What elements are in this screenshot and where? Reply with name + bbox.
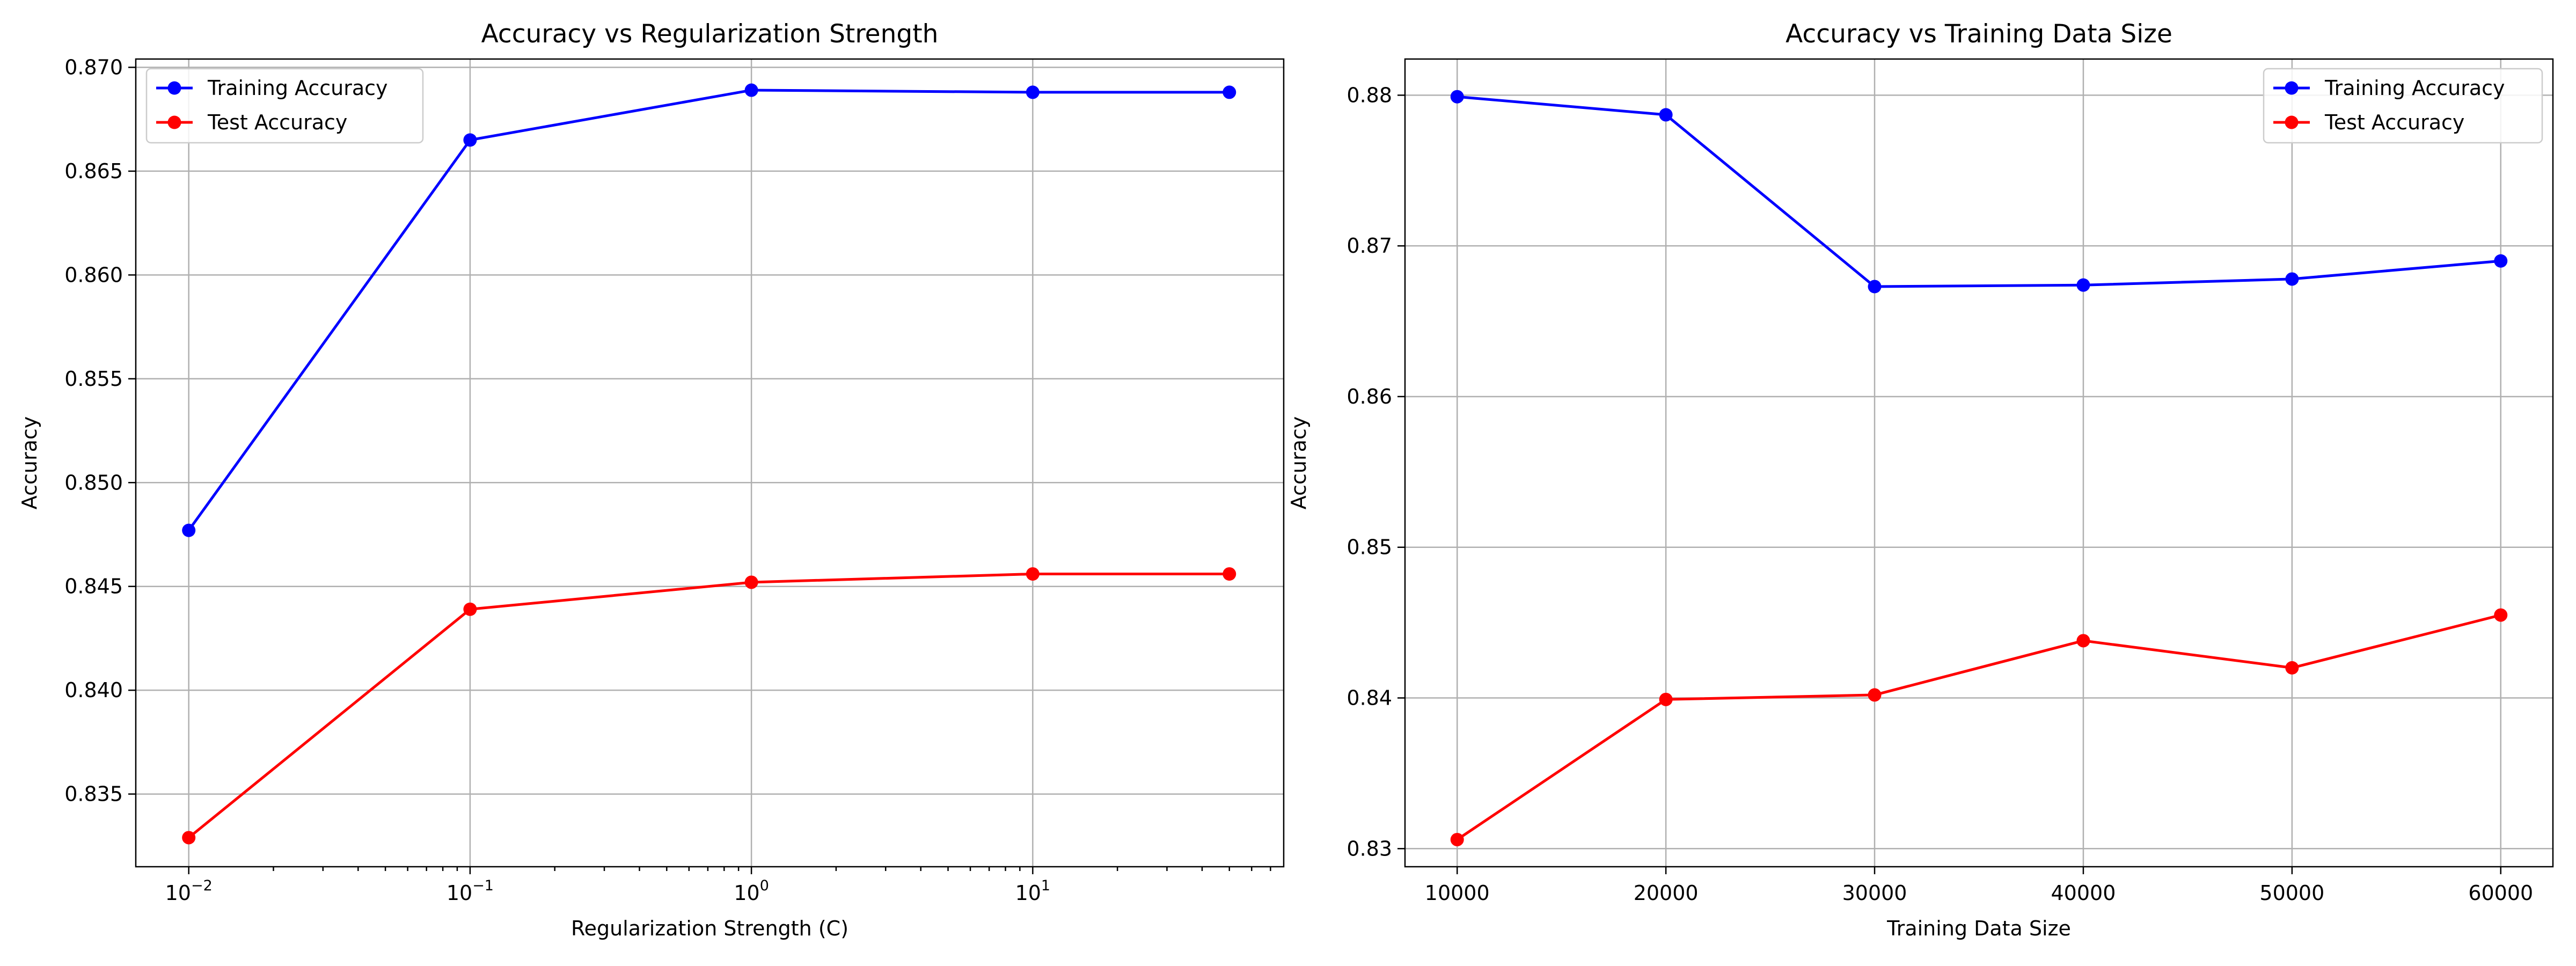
- plot-area: [1404, 58, 2554, 868]
- data-point: [2285, 661, 2299, 675]
- series-line-2: [188, 573, 1230, 839]
- x-tick-base: 10: [165, 881, 191, 905]
- y-tick-label: 0.870: [64, 55, 123, 79]
- y-tick-label: 0.835: [64, 782, 123, 806]
- data-point: [182, 831, 196, 845]
- legend-box: [2263, 68, 2543, 144]
- x-tick-label: 10000: [1425, 881, 1490, 905]
- x-tick-label: 101: [1015, 877, 1051, 905]
- y-tick-label: 0.850: [64, 471, 123, 494]
- chart-1: 10−2 10−1 100 1010.8350.8400.8450.8500.8550…: [18, 19, 1285, 940]
- x-tick-label: 50000: [2259, 881, 2324, 905]
- data-point: [1868, 688, 1882, 702]
- x-tick-base: 10: [447, 881, 472, 905]
- legend: Training Accuracy Test Accuracy: [145, 68, 424, 144]
- data-point: [2285, 272, 2299, 286]
- x-tick-exponent: 1: [1041, 877, 1050, 894]
- legend-swatch-marker: [167, 115, 181, 129]
- data-point: [1223, 567, 1236, 581]
- x-tick-exponent: −2: [191, 877, 213, 894]
- x-tick-exponent: −1: [472, 877, 494, 894]
- data-point: [744, 575, 758, 589]
- chart-2: 10000 20000 30000 40000 50000 60000 0.83 0.84 0.…: [1287, 19, 2554, 940]
- data-point: [1026, 85, 1040, 99]
- y-tick-label: 0.83: [1346, 837, 1392, 860]
- y-axis-label: Accuracy: [1287, 416, 1311, 510]
- legend-label: Test Accuracy: [2324, 111, 2464, 134]
- data-point: [463, 602, 477, 616]
- series-line-1: [1457, 95, 2501, 288]
- x-axis-label: Training Data Size: [1886, 917, 2071, 940]
- x-tick-label: 10−2: [165, 877, 213, 905]
- plot-area: [135, 58, 1285, 868]
- y-tick-label: 0.855: [64, 367, 123, 391]
- legend: Training Accuracy Test Accuracy: [2263, 68, 2543, 144]
- x-tick-label: 60000: [2468, 881, 2533, 905]
- legend-label: Training Accuracy: [207, 76, 388, 100]
- data-point: [1450, 832, 1464, 846]
- legend-label: Training Accuracy: [2324, 76, 2505, 100]
- y-axis-label: Accuracy: [18, 416, 41, 510]
- chart-title: Accuracy vs Regularization Strength: [481, 19, 939, 49]
- x-tick-label: 100: [734, 877, 769, 905]
- data-point: [744, 83, 758, 97]
- data-point: [2076, 634, 2090, 648]
- legend-box: [145, 68, 424, 144]
- data-point: [2494, 254, 2508, 268]
- data-point: [2494, 608, 2508, 622]
- y-tick-label: 0.84: [1346, 686, 1392, 710]
- y-tick-label: 0.88: [1346, 83, 1392, 107]
- series-line-1: [187, 89, 1230, 531]
- legend-swatch-marker: [2285, 115, 2299, 129]
- x-tick-base: 10: [734, 881, 759, 905]
- y-tick-label: 0.840: [64, 678, 123, 702]
- x-tick-base: 10: [1015, 881, 1041, 905]
- data-point: [1659, 692, 1673, 706]
- data-point: [1026, 567, 1040, 581]
- legend-swatch-marker: [167, 81, 181, 95]
- x-tick-label: 10−1: [447, 877, 494, 905]
- y-tick-label: 0.86: [1346, 385, 1392, 408]
- legend-swatch-marker: [2285, 81, 2299, 95]
- legend-label: Test Accuracy: [207, 111, 347, 134]
- data-point: [1659, 108, 1673, 122]
- y-tick-label: 0.87: [1346, 234, 1392, 258]
- chart-title: Accuracy vs Training Data Size: [1785, 19, 2172, 49]
- y-tick-label: 0.85: [1346, 536, 1392, 559]
- data-point: [2076, 278, 2090, 292]
- data-point: [1868, 280, 1882, 294]
- y-tick-label: 0.865: [64, 159, 123, 183]
- data-point: [1450, 90, 1464, 104]
- data-point: [182, 523, 196, 537]
- data-point: [1223, 85, 1236, 99]
- data-point: [463, 133, 477, 147]
- x-tick-label: 30000: [1842, 881, 1907, 905]
- x-tick-label: 40000: [2051, 881, 2116, 905]
- y-tick-label: 0.860: [64, 263, 123, 287]
- y-tick-label: 0.845: [64, 575, 123, 598]
- x-tick-exponent: 0: [760, 877, 769, 894]
- x-axis-label: Regularization Strength (C): [571, 917, 848, 940]
- series-line-2: [1456, 613, 2501, 841]
- x-tick-label: 20000: [1634, 881, 1699, 905]
